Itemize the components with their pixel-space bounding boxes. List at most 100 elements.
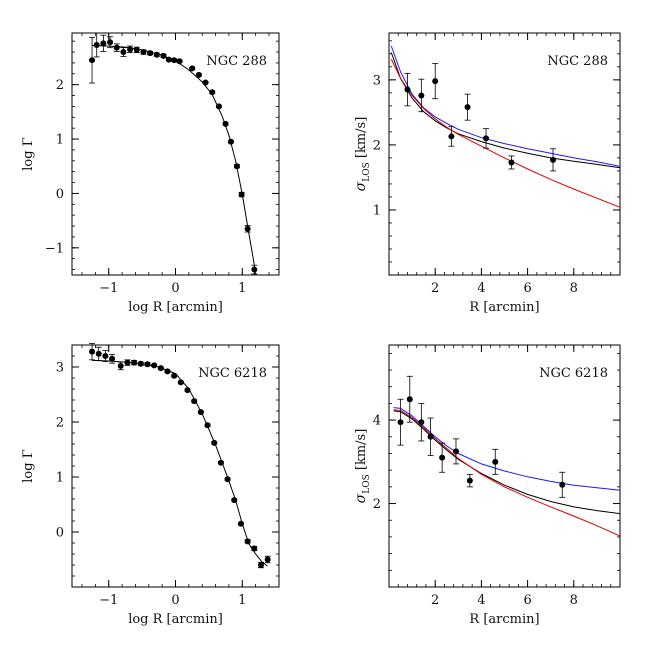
data-point (432, 78, 439, 85)
x-axis-label: R [arcmin] (469, 612, 539, 627)
data-point (191, 398, 198, 405)
data-point (448, 133, 455, 140)
data-point (257, 562, 264, 568)
model-curve (393, 410, 620, 515)
model-curve (393, 409, 620, 537)
model-curve (390, 45, 620, 167)
y-tick-label: 1 (56, 133, 64, 148)
data-point (439, 454, 446, 461)
data-point (93, 41, 100, 48)
x-tick-label: 1 (238, 281, 246, 296)
cluster-name-label: NGC 6218 (539, 366, 608, 381)
y-axis-label-symbol: σ (353, 493, 369, 503)
data-point (165, 56, 172, 63)
cluster-name-label: NGC 6218 (198, 366, 267, 381)
model-curve (390, 52, 620, 169)
data-point (140, 49, 147, 56)
plot-frame (388, 32, 621, 276)
data-point (127, 46, 134, 53)
x-tick-label: 8 (570, 593, 578, 608)
data-point (95, 350, 102, 357)
data-point (164, 368, 171, 375)
y-tick-label: −1 (45, 241, 64, 256)
x-tick-label: −1 (99, 593, 118, 608)
data-point (171, 57, 178, 64)
data-point (184, 387, 191, 394)
data-point (251, 266, 258, 273)
y-axis-label: σLOS [km/s] (353, 429, 372, 504)
data-point (237, 520, 244, 527)
data-point (109, 355, 116, 362)
data-point (550, 156, 557, 163)
data-point (224, 476, 231, 483)
plot-frame (71, 344, 280, 588)
data-point (195, 71, 202, 78)
data-point (233, 163, 240, 170)
data-point (171, 372, 178, 379)
data-point (427, 433, 434, 440)
x-tick-label: 0 (171, 281, 179, 296)
data-point (397, 419, 404, 426)
x-axis-label: log R [arcmin] (128, 300, 223, 315)
y-tick-label: 2 (373, 138, 381, 153)
data-point (508, 159, 515, 166)
data-point (100, 40, 107, 47)
data-point (406, 396, 413, 403)
data-point (215, 103, 222, 110)
y-axis-label-symbol: σ (353, 181, 369, 191)
data-point (404, 86, 411, 93)
data-point (204, 422, 211, 429)
y-tick-label: 3 (56, 361, 64, 376)
y-axis-label-subscript: LOS (362, 162, 372, 182)
data-point (466, 477, 473, 484)
data-point (102, 353, 109, 359)
data-point (418, 92, 425, 99)
model-curve (91, 359, 268, 567)
y-tick-label: 2 (56, 78, 64, 93)
data-point (418, 419, 425, 426)
data-point (107, 39, 114, 46)
y-axis-label-unit: [km/s] (354, 117, 369, 163)
y-tick-label: 3 (373, 73, 381, 88)
data-point (177, 379, 184, 386)
data-point (176, 58, 183, 65)
data-point (492, 458, 499, 465)
data-point (211, 439, 218, 446)
data-point (189, 65, 196, 72)
y-axis-label-unit: [km/s] (354, 429, 369, 475)
ngc6218-profile-panel: −1 0 1 0 1 2 3 log R [arcmin] log Γ NGC 6218 (21, 342, 280, 627)
model-curve (390, 58, 620, 208)
data-point (202, 79, 209, 86)
data-point (209, 89, 216, 96)
data-point (147, 50, 154, 57)
data-point (264, 556, 271, 563)
data-point (137, 360, 144, 367)
model-curve (91, 45, 257, 273)
data-point (113, 44, 120, 51)
y-tick-label: 1 (56, 471, 64, 486)
data-point (120, 49, 127, 56)
plot-frame (71, 32, 280, 276)
data-point (160, 52, 167, 59)
data-point (151, 362, 158, 369)
data-point (244, 225, 251, 232)
data-point (89, 348, 96, 355)
x-tick-label: 1 (238, 593, 246, 608)
data-point (197, 409, 204, 416)
y-tick-label: 0 (56, 187, 64, 202)
x-tick-label: 8 (570, 281, 578, 296)
y-tick-label: 2 (56, 416, 64, 431)
data-point (244, 538, 251, 545)
data-point (153, 51, 160, 58)
data-point (231, 497, 238, 504)
data-point (133, 46, 140, 53)
data-point (452, 448, 459, 455)
ngc6218-dispersion-panel: 2 4 6 8 2 4 R [arcmin] σLOS [km/s] NGC 6218 (353, 344, 621, 627)
ngc288-dispersion-panel: 2 4 6 8 1 2 3 R [arcmin] σLOS [km/s] NGC 288 (353, 32, 621, 315)
y-tick-label: 1 (373, 203, 381, 218)
x-tick-label: 4 (477, 281, 485, 296)
x-axis-label: R [arcmin] (469, 300, 539, 315)
data-point (483, 135, 490, 142)
x-tick-label: −1 (99, 281, 118, 296)
